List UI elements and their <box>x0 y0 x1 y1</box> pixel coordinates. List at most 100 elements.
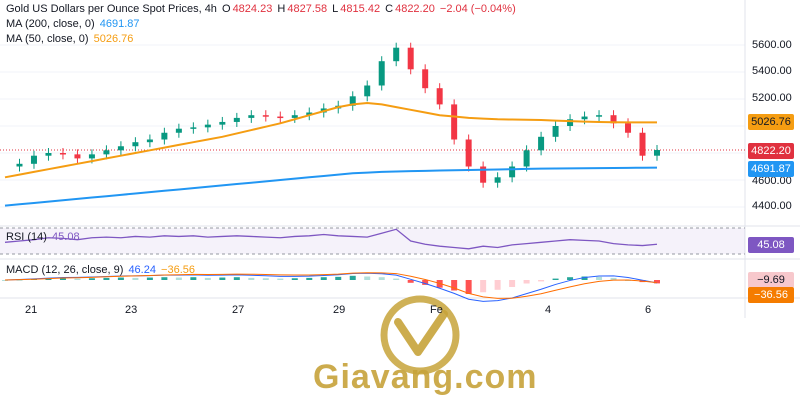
ma200-price-tag: 4691.87 <box>748 161 794 177</box>
watermark-text: Giavang.com <box>313 358 538 396</box>
macd-histogram-bar <box>567 277 574 280</box>
macd-histogram-bar <box>465 280 472 294</box>
candle-body <box>190 127 197 129</box>
candle-body <box>74 154 81 159</box>
candle-body <box>117 146 124 151</box>
candle-body <box>596 115 603 117</box>
macd-histogram-bar <box>320 277 327 280</box>
candle-body <box>30 155 37 164</box>
candle-body <box>480 166 487 183</box>
macd-histogram-bar <box>509 280 516 287</box>
watermark-logo-check <box>394 310 448 356</box>
close-price-tag: 4822.20 <box>748 143 794 159</box>
macd-hist-tag: −9.69 <box>748 272 794 288</box>
macd-histogram-bar <box>306 277 313 280</box>
macd-histogram-bar <box>451 280 458 291</box>
macd-histogram-bar <box>596 276 603 280</box>
candle-body <box>291 115 298 118</box>
macd-histogram-bar <box>552 278 559 280</box>
candle-body <box>465 139 472 167</box>
macd-histogram-bar <box>494 280 501 290</box>
candle-body <box>219 121 226 125</box>
macd-signal-tag: −36.56 <box>748 287 794 303</box>
candle-body <box>59 153 66 155</box>
macd-histogram-bar <box>59 278 66 280</box>
candle-body <box>233 117 240 122</box>
macd-histogram-bar <box>103 277 110 280</box>
macd-histogram-bar <box>277 278 284 280</box>
rsi-line <box>4 228 658 250</box>
macd-histogram-bar <box>161 277 168 280</box>
change-value: −2.04 (−0.04%) <box>439 3 516 15</box>
ohlc-header: Gold US Dollars per Ounce Spot Prices, 4… <box>6 3 518 15</box>
candle-body <box>552 126 559 137</box>
ma50-price-tag: 5026.76 <box>748 114 794 130</box>
candle-body <box>393 47 400 62</box>
rsi-band <box>0 228 745 254</box>
y-tick-5600: 5600.00 <box>752 39 792 51</box>
candle-body <box>567 119 574 126</box>
candle-body <box>538 136 545 151</box>
high-value: 4827.58 <box>287 3 328 15</box>
low-label: L <box>332 3 339 15</box>
candle-body <box>146 139 153 143</box>
ma200-label: MA (200, close, 0) <box>6 18 95 30</box>
macd-histogram-bar <box>335 276 342 280</box>
ma50-legend[interactable]: MA (50, close, 0) 5026.76 <box>6 33 135 45</box>
macd-histogram-bar <box>393 278 400 280</box>
rsi-legend[interactable]: RSI (14) 45.08 <box>6 231 82 243</box>
candle-body <box>639 132 646 156</box>
ma200-line <box>4 166 658 207</box>
macd-histogram-bar <box>117 277 124 280</box>
candle-body <box>422 69 429 89</box>
candle-body <box>248 115 255 118</box>
macd-histogram-bar <box>291 278 298 280</box>
candle-body <box>16 163 23 167</box>
candle-body <box>378 61 385 86</box>
macd-legend[interactable]: MACD (12, 26, close, 9) 46.24 −36.56 <box>6 264 197 276</box>
candle-body <box>349 96 356 106</box>
candle-body <box>262 115 269 117</box>
candle-body <box>132 142 139 147</box>
low-value: 4815.42 <box>340 3 381 15</box>
candle-body <box>451 104 458 140</box>
y-tick-5400: 5400.00 <box>752 65 792 77</box>
candle-body <box>103 150 110 155</box>
ma200-legend[interactable]: MA (200, close, 0) 4691.87 <box>6 18 141 30</box>
macd-histogram-bar <box>74 278 81 280</box>
macd-histogram-bar <box>654 280 660 284</box>
macd-histogram-bar <box>132 277 139 280</box>
x-tick-21: 21 <box>25 304 38 316</box>
macd-histogram-bar <box>2 280 8 281</box>
macd-histogram-bar <box>378 277 385 280</box>
macd-histogram-bar <box>610 277 617 280</box>
x-tick-29: 29 <box>333 304 346 316</box>
macd-line <box>4 272 658 302</box>
candle-body <box>436 88 443 105</box>
candle-body <box>364 85 371 97</box>
candle-body <box>161 132 168 140</box>
rsi-tag: 45.08 <box>748 237 794 253</box>
open-value: 4824.23 <box>232 3 273 15</box>
x-tick-4: 4 <box>545 304 552 316</box>
open-label: O <box>222 3 231 15</box>
candle-body <box>277 116 284 119</box>
macd-histogram-bar <box>480 280 487 293</box>
macd-histogram-bar <box>407 280 414 283</box>
candle-body <box>523 150 530 167</box>
y-tick-4400: 4400.00 <box>752 200 792 212</box>
macd-histogram-bar <box>175 277 182 280</box>
candle-body <box>407 47 414 70</box>
ma200-value: 4691.87 <box>99 18 140 30</box>
macd-histogram-bar <box>422 280 429 285</box>
macd-signal-line <box>4 272 658 299</box>
watermark-logo-ring <box>380 295 460 375</box>
macd-label: MACD (12, 26, close, 9) <box>6 264 124 276</box>
y-tick-5200: 5200.00 <box>752 92 792 104</box>
macd-value-b: −36.56 <box>161 264 195 276</box>
candle-body <box>204 124 211 128</box>
rsi-label: RSI (14) <box>6 231 47 243</box>
macd-histogram-bar <box>262 278 269 280</box>
